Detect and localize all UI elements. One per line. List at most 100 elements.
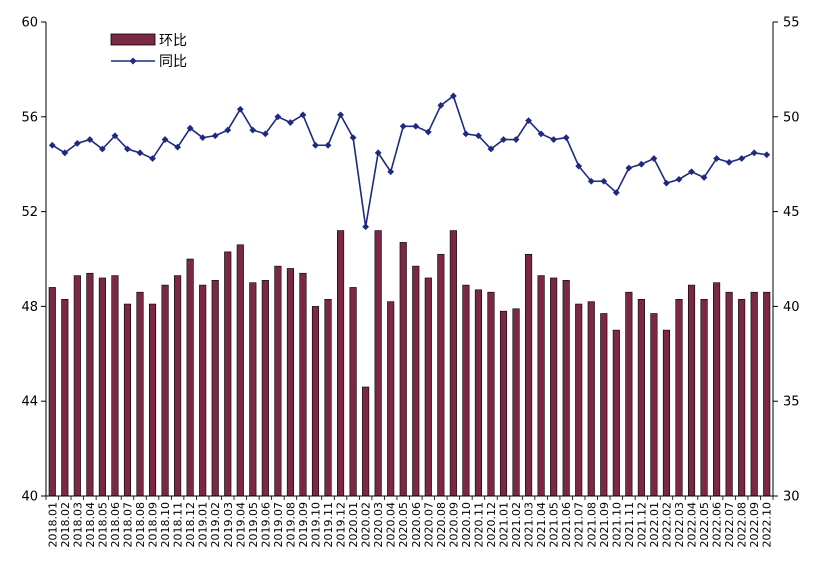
x-tick-label: 2021.06 [560, 502, 573, 548]
x-tick-label: 2022.02 [660, 502, 673, 548]
line-point [124, 145, 131, 153]
bar [625, 291, 633, 497]
line-point [663, 179, 670, 187]
bar [161, 284, 169, 497]
line-point [48, 141, 56, 149]
bar [550, 277, 558, 497]
line-point [337, 111, 344, 119]
x-tick-label: 2019.02 [209, 502, 222, 548]
line-point [500, 136, 507, 143]
line-point [249, 126, 257, 134]
legend: 环比 同比 [110, 33, 187, 70]
line-point [99, 145, 106, 153]
line-point [600, 177, 608, 185]
line-point [424, 128, 432, 136]
line-point [299, 111, 307, 119]
bar [474, 289, 482, 497]
x-tick-label: 2020.05 [397, 502, 410, 548]
line-point [287, 119, 294, 126]
x-tick-label: 2021.05 [548, 502, 561, 548]
x-tick-label: 2018.10 [159, 502, 172, 548]
x-tick-label: 2022.10 [761, 502, 774, 548]
bar [587, 301, 595, 497]
line-point [362, 223, 370, 231]
x-tick-label: 2019.07 [272, 502, 285, 548]
bar [600, 313, 608, 497]
right-tick-label: 50 [783, 110, 800, 125]
left-tick-label: 56 [21, 110, 38, 125]
right-tick-label: 40 [783, 300, 800, 315]
line-point [625, 164, 633, 172]
x-tick-label: 2019.01 [197, 502, 210, 548]
x-tick-label: 2021.07 [573, 502, 586, 548]
x-tick-label: 2022.08 [736, 502, 749, 548]
bar [662, 329, 671, 497]
bar [211, 280, 219, 497]
left-tick-label: 60 [21, 16, 38, 31]
x-tick-label: 2022.06 [711, 502, 724, 548]
x-tick-label: 2021.10 [610, 502, 623, 548]
x-tick-label: 2018.08 [134, 502, 147, 548]
bar [612, 329, 620, 497]
bar [148, 303, 157, 497]
line-point [512, 136, 520, 143]
line-point [73, 139, 81, 147]
x-tick-label: 2021.01 [498, 502, 511, 548]
x-tick-label: 2019.08 [284, 502, 297, 548]
bar [261, 280, 269, 497]
bar [274, 265, 282, 497]
bar [424, 277, 432, 497]
line-point [174, 143, 182, 151]
bar [286, 268, 294, 497]
bar [725, 291, 733, 497]
legend-bar-swatch [110, 33, 156, 46]
line-point [224, 126, 232, 134]
line-point [136, 149, 144, 157]
x-tick-label: 2020.08 [435, 502, 448, 548]
x-tick-label: 2020.06 [410, 502, 423, 548]
bar [123, 303, 132, 497]
bar [136, 291, 144, 497]
line-point [236, 105, 244, 113]
bar [763, 291, 771, 497]
x-tick-label: 2020.10 [460, 502, 473, 548]
x-tick-label: 2018.01 [46, 502, 59, 548]
x-tick-label: 2018.02 [59, 502, 72, 548]
bar [324, 298, 332, 497]
bar [236, 244, 244, 497]
x-tick-label: 2019.12 [335, 502, 348, 548]
x-tick-label: 2020.02 [360, 502, 373, 548]
x-tick-label: 2022.03 [673, 502, 686, 548]
x-tick-label: 2022.04 [686, 502, 699, 548]
line-point [312, 141, 319, 149]
line-point [374, 149, 382, 157]
legend-bar-label: 环比 [159, 33, 187, 49]
line-point [387, 168, 395, 176]
x-tick-label: 2020.09 [447, 502, 460, 548]
bar [437, 253, 445, 497]
bar [675, 298, 683, 497]
line-point [61, 149, 69, 157]
x-tick-label: 2021.02 [510, 502, 523, 548]
bar [174, 275, 182, 497]
bar [700, 298, 708, 497]
x-tick-label: 2018.05 [96, 502, 109, 548]
bars-layer [48, 230, 771, 497]
line-point [349, 134, 357, 142]
line-point [261, 130, 269, 138]
right-tick-label: 35 [783, 395, 800, 410]
x-tick-label: 2020.07 [422, 502, 435, 548]
bar [412, 265, 420, 497]
x-tick-label: 2021.03 [523, 502, 536, 548]
x-tick-label: 2022.07 [723, 502, 736, 548]
bar [73, 275, 81, 497]
bar [575, 303, 583, 497]
bar [537, 275, 545, 497]
left-tick-label: 52 [21, 205, 38, 220]
bar [650, 313, 658, 497]
x-tick-label: 2018.04 [84, 502, 97, 548]
line-point [525, 117, 532, 124]
line-point [637, 160, 645, 168]
